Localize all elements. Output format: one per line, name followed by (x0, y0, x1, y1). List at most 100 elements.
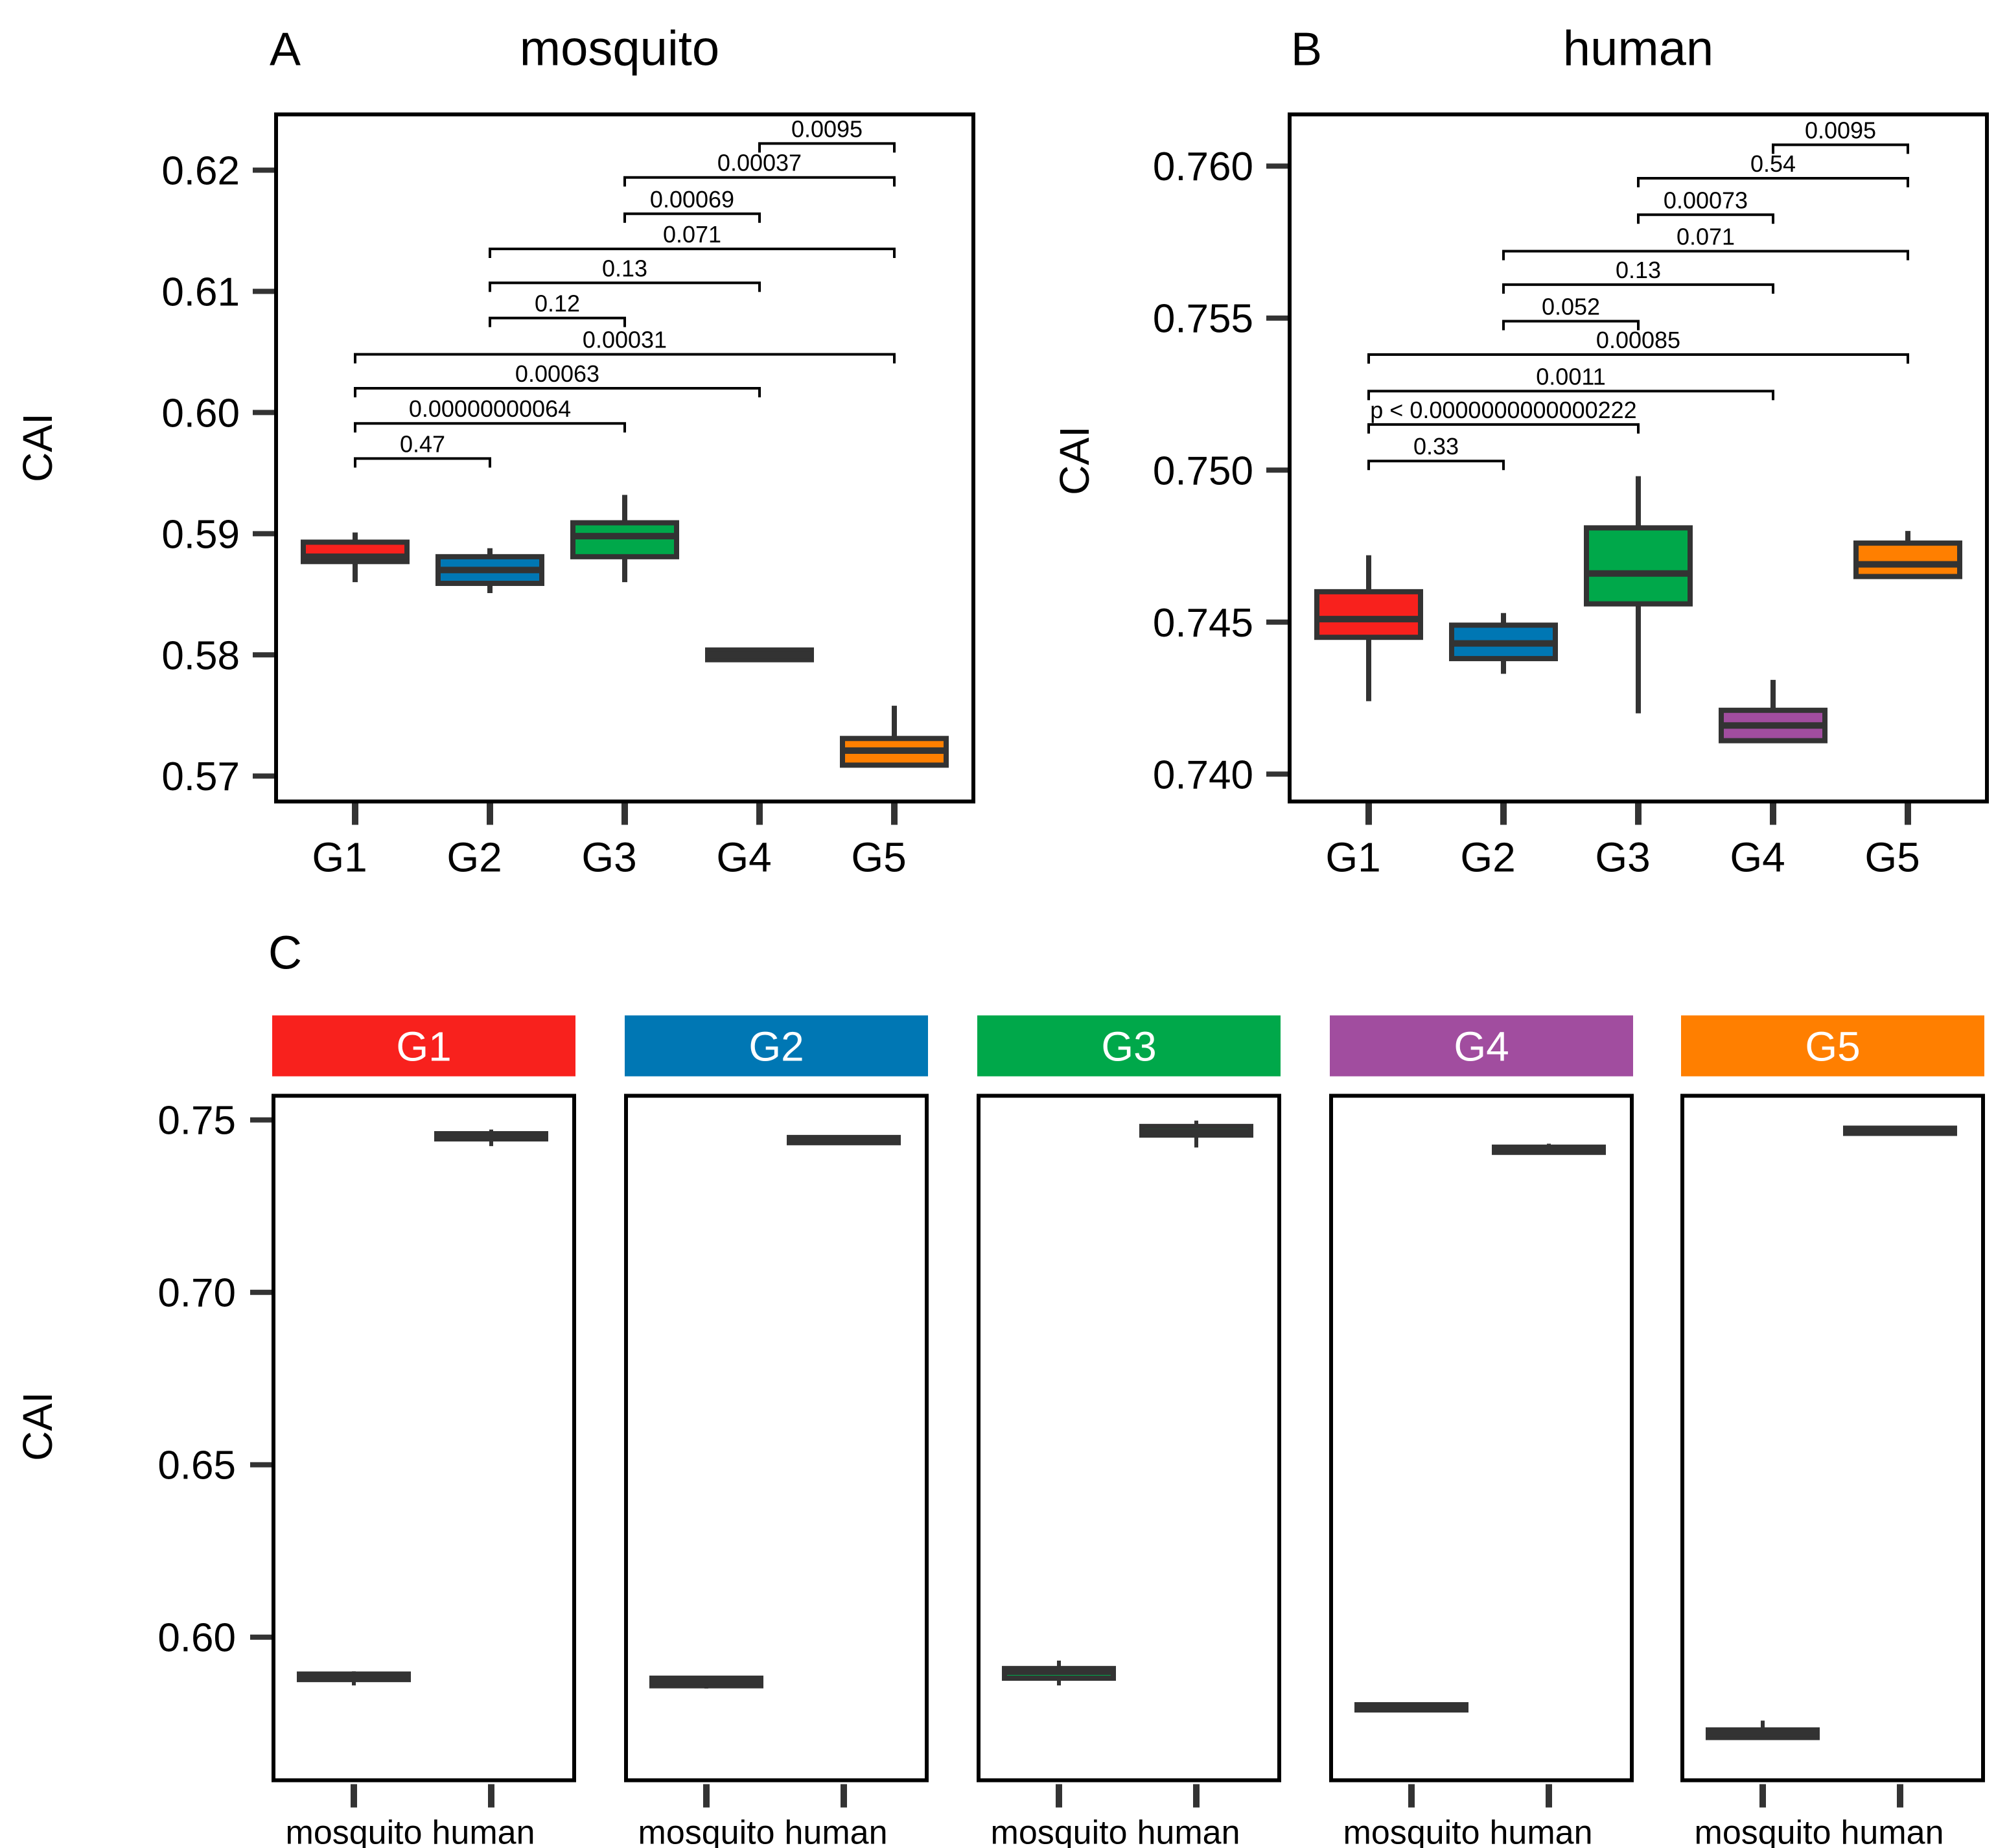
p-value-label: 0.00037 (717, 150, 802, 176)
significance-bracket: 0.00069 (623, 186, 761, 223)
significance-bracket: 0.052 (1502, 293, 1640, 331)
y-axis-label: CAI (14, 1392, 61, 1461)
x-tick-label: G4 (1730, 834, 1785, 881)
box-human (787, 1134, 901, 1145)
p-value-label: 0.33 (1413, 433, 1459, 460)
p-value-label: 0.0011 (1536, 363, 1605, 390)
y-tick-label: 0.60 (161, 391, 240, 436)
facet-strip-label: G5 (1805, 1023, 1860, 1070)
significance-bracket: 0.54 (1637, 150, 1909, 187)
p-value-label: 0.052 (1542, 293, 1600, 320)
y-tick-label: 0.62 (161, 148, 240, 193)
significance-bracket: 0.00037 (623, 150, 896, 187)
box-mosquito (297, 1671, 411, 1686)
x-tick-label: mosquito (286, 1814, 423, 1848)
x-tick-label: G3 (581, 834, 636, 881)
x-tick-label: human (1137, 1814, 1240, 1848)
y-tick-label: 0.740 (1153, 753, 1253, 797)
box-iqr (1584, 525, 1693, 607)
box-g5 (840, 705, 949, 768)
facet-g1: G1 mosquito human (272, 1015, 576, 1848)
p-value-label: 0.00073 (1664, 187, 1748, 213)
facet-strip (977, 1015, 1281, 1077)
x-tick-label: G2 (1460, 834, 1515, 881)
facet-strip (1681, 1015, 1984, 1077)
bracket-line (489, 281, 761, 292)
y-tick-label: 0.57 (161, 754, 240, 799)
box-g3 (570, 495, 679, 583)
y-tick-label: 0.70 (157, 1271, 236, 1316)
bracket-line (354, 457, 491, 468)
x-tick-label: G5 (1864, 834, 1920, 881)
y-tick-label: 0.60 (157, 1616, 236, 1661)
bracket-line (1367, 423, 1640, 434)
facet-strip (1330, 1015, 1633, 1077)
y-tick-label: 0.760 (1153, 145, 1253, 189)
bracket-line (489, 316, 626, 327)
y-tick-label: 0.58 (161, 633, 240, 678)
bracket-line (1502, 283, 1774, 294)
facet-g5: G5 mosquito human (1680, 1015, 1985, 1848)
y-tick-label: 0.59 (161, 512, 240, 557)
facet-strip-label: G3 (1101, 1023, 1156, 1070)
x-tick-label: human (1841, 1814, 1944, 1848)
bracket-line (1367, 460, 1505, 471)
bracket-line (354, 387, 761, 398)
bracket-line (1637, 213, 1774, 224)
p-value-label: 0.12 (535, 290, 580, 317)
x-tick-label: G1 (312, 834, 367, 881)
box-g4 (1719, 679, 1828, 743)
box-mosquito (1354, 1702, 1468, 1713)
panel-title: mosquito (520, 21, 719, 76)
p-value-label: p < 0.0000000000000222 (1370, 397, 1636, 423)
box-human (434, 1129, 548, 1147)
p-value-label: 0.54 (1750, 150, 1796, 177)
box-iqr (1314, 589, 1423, 640)
facet-strip (272, 1015, 575, 1077)
x-tick-label: mosquito (1695, 1814, 1831, 1848)
box-g1 (1314, 555, 1423, 701)
panel-title: human (1563, 21, 1713, 76)
box-g1 (301, 532, 410, 583)
y-tick-label: 0.750 (1153, 449, 1253, 493)
bracket-line (623, 176, 896, 187)
x-tick-label: human (432, 1814, 535, 1848)
box-g2 (1449, 613, 1558, 674)
significance-bracket: 0.47 (354, 430, 491, 468)
plot-frame (977, 1094, 1281, 1783)
bracket-line (1502, 250, 1909, 261)
p-value-label: 0.071 (663, 221, 721, 248)
bracket-line (1502, 320, 1640, 331)
box-g4 (705, 647, 814, 662)
p-value-label: 0.13 (602, 255, 647, 281)
panel-label: B (1291, 24, 1322, 76)
significance-bracket: 0.00085 (1367, 327, 1909, 364)
plot-frame (1680, 1094, 1985, 1783)
box-mosquito (649, 1676, 763, 1689)
p-value-label: 0.47 (400, 430, 445, 457)
panel-c-facets: C CAI 0.60 0.65 0.70 0.75 G1 mosquito human G2 mos… (14, 928, 1985, 1848)
plot-frame (1329, 1094, 1634, 1783)
y-axis-label: CAI (1051, 426, 1098, 495)
box-iqr (1853, 540, 1962, 579)
plot-frame (272, 1094, 576, 1783)
y-tick-label: 0.61 (161, 270, 240, 314)
p-value-label: 0.00085 (1596, 327, 1680, 353)
plot-frame (624, 1094, 929, 1783)
significance-bracket: 0.0095 (1772, 117, 1909, 154)
bracket-line (1367, 353, 1909, 364)
plot-frame (274, 112, 975, 804)
p-value-label: 0.0095 (1805, 117, 1876, 143)
facet-strip-label: G2 (749, 1023, 804, 1070)
p-value-label: 0.00031 (583, 327, 667, 353)
significance-bracket: 0.00031 (354, 327, 896, 364)
significance-bracket: 0.071 (489, 221, 896, 259)
box-g3 (1584, 476, 1693, 714)
significance-bracket: 0.13 (489, 255, 761, 292)
box-human (1843, 1125, 1957, 1136)
plot-frame (1288, 112, 1989, 804)
box-mosquito (1002, 1660, 1116, 1686)
